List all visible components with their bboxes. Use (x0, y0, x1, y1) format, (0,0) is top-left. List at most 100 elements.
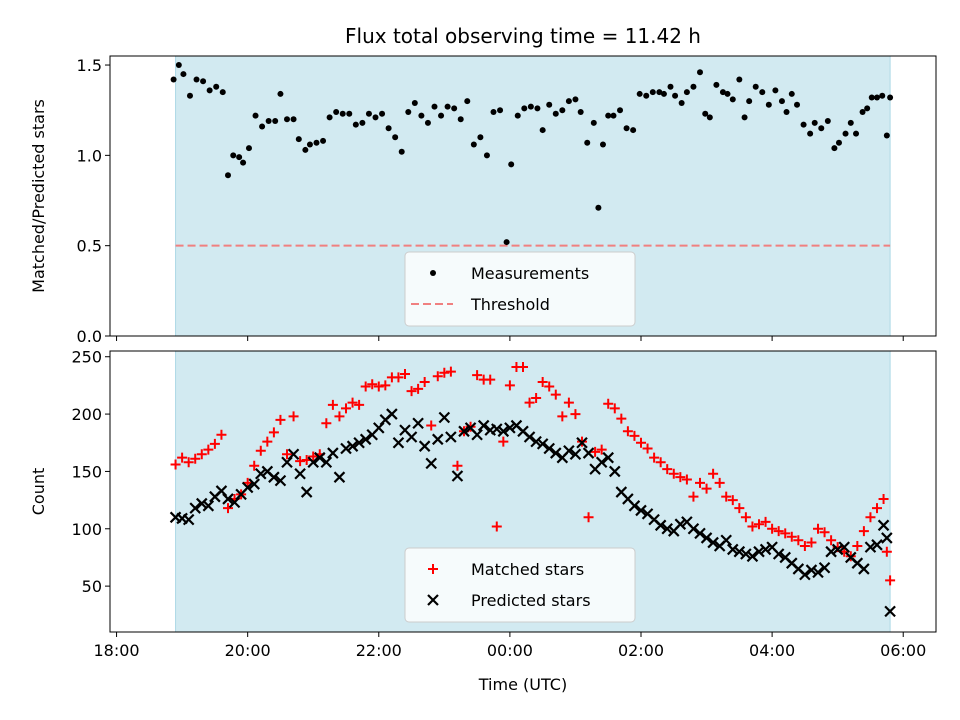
data-point (530, 435, 542, 448)
data-point (438, 112, 445, 119)
data-point (767, 523, 778, 534)
data-point (490, 109, 497, 115)
data-point (457, 116, 464, 123)
data-point (180, 71, 187, 78)
data-point (426, 420, 437, 431)
data-point (552, 110, 559, 117)
data-point (590, 446, 601, 457)
data-point (534, 105, 541, 112)
series-predicted-stars (169, 408, 896, 618)
data-point (733, 545, 746, 558)
data-point (284, 116, 290, 123)
data-point (793, 535, 804, 546)
data-point (826, 535, 837, 546)
data-point (811, 119, 818, 126)
data-point (746, 98, 753, 105)
data-point (720, 534, 732, 547)
data-point (523, 431, 536, 443)
data-point (544, 381, 555, 392)
y-tick-label: 0.5 (77, 237, 102, 256)
data-point (700, 532, 713, 544)
data-point (431, 103, 438, 110)
data-point (321, 418, 332, 429)
data-point (307, 456, 319, 469)
data-point (871, 539, 883, 551)
data-point (405, 109, 412, 115)
x-tick-label: 04:00 (749, 641, 795, 660)
data-point (483, 152, 490, 159)
data-point (831, 145, 838, 152)
data-point (643, 92, 650, 99)
data-point (874, 94, 880, 101)
data-point (295, 456, 306, 467)
data-point (170, 459, 181, 470)
data-point (847, 119, 854, 126)
data-point (701, 483, 712, 494)
data-point (222, 493, 234, 505)
data-point (230, 152, 237, 159)
data-point (367, 379, 378, 390)
data-point (196, 449, 207, 460)
data-point (464, 98, 471, 105)
data-point (354, 399, 365, 410)
data-point (708, 468, 719, 479)
data-point (398, 148, 405, 155)
data-point (255, 467, 267, 480)
y-axis-label: Count (29, 468, 48, 516)
data-point (852, 540, 863, 551)
data-point (694, 527, 706, 540)
data-point (838, 541, 850, 553)
data-point (595, 456, 608, 469)
data-point (265, 118, 272, 125)
y-axis-label: Matched/Predicted stars (29, 99, 48, 293)
data-point (411, 99, 418, 106)
data-point (333, 109, 340, 115)
data-point (818, 125, 825, 132)
data-point (879, 92, 886, 99)
data-point (524, 397, 535, 408)
data-point (308, 451, 319, 462)
data-point (662, 464, 673, 475)
data-point (508, 161, 515, 168)
data-point (359, 119, 366, 126)
data-point (177, 452, 188, 463)
data-point (806, 537, 817, 548)
y-tick-label: 100 (71, 520, 102, 539)
data-point (313, 139, 320, 146)
data-point (372, 114, 379, 121)
data-point (831, 543, 844, 556)
data-point (209, 438, 220, 449)
data-point (379, 110, 386, 117)
data-point (818, 561, 831, 574)
data-point (249, 460, 260, 471)
data-point (302, 146, 309, 153)
data-point (636, 90, 643, 97)
data-point (393, 372, 404, 383)
data-point (380, 380, 391, 391)
data-point (887, 94, 894, 101)
y-tick-label: 0.0 (77, 327, 102, 346)
data-point (170, 76, 177, 83)
series-matched-stars (170, 362, 896, 586)
data-point (288, 411, 299, 422)
data-point (477, 419, 490, 432)
data-point (853, 130, 860, 137)
data-point (175, 62, 182, 69)
data-point (472, 370, 483, 381)
data-point (193, 76, 200, 83)
data-point (259, 123, 266, 130)
x-tick-label: 22:00 (356, 641, 402, 660)
data-point (405, 431, 418, 443)
data-point (418, 112, 425, 119)
data-point (294, 467, 306, 480)
data-point (576, 436, 588, 449)
data-point (347, 397, 358, 408)
data-point (636, 437, 646, 448)
y-tick-label: 1.0 (77, 146, 102, 165)
data-point (563, 445, 575, 457)
data-point (471, 428, 483, 441)
data-point (674, 518, 687, 530)
data-point (622, 426, 633, 437)
data-point (277, 90, 284, 97)
data-point (596, 444, 607, 455)
